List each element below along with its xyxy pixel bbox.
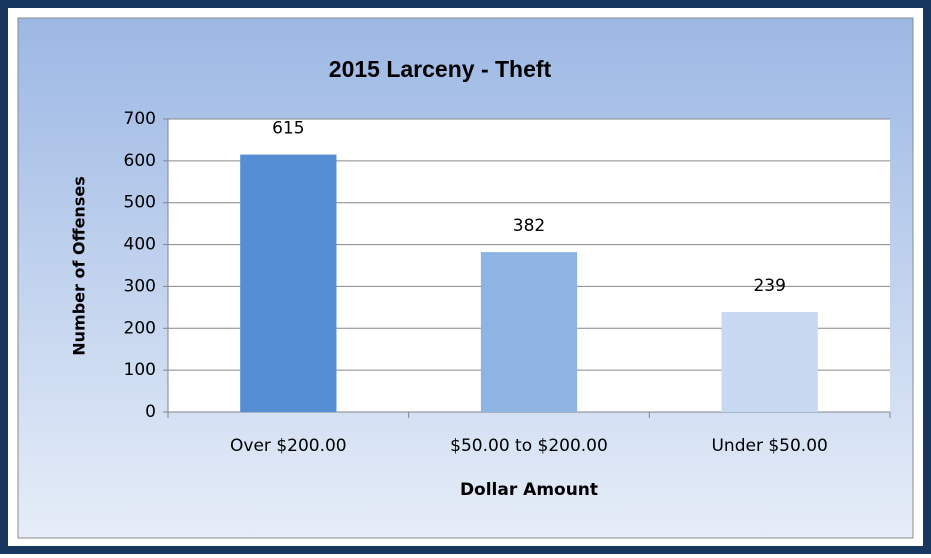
- y-tick-label: 700: [124, 109, 156, 129]
- bar: [240, 154, 337, 413]
- x-tick-label: Over $200.00: [230, 436, 347, 456]
- bar: [480, 252, 578, 412]
- y-tick-label: 300: [124, 276, 156, 296]
- y-tick-label: 600: [124, 151, 156, 171]
- y-tick-label: 500: [124, 193, 156, 213]
- chart-title: 2015 Larceny - Theft: [329, 56, 552, 82]
- y-tick-label: 200: [124, 318, 156, 338]
- y-tick-label: 400: [124, 235, 156, 255]
- data-label: 239: [753, 276, 785, 296]
- data-label: 382: [513, 216, 545, 236]
- x-axis-label: Dollar Amount: [460, 480, 598, 500]
- y-tick-label: 0: [145, 402, 156, 422]
- y-tick-label: 100: [124, 360, 156, 380]
- data-label: 615: [272, 119, 304, 139]
- y-axis-label: Number of Offenses: [70, 176, 89, 355]
- bar: [721, 311, 818, 412]
- x-tick-label: Under $50.00: [711, 436, 827, 456]
- x-tick-label: $50.00 to $200.00: [450, 436, 608, 456]
